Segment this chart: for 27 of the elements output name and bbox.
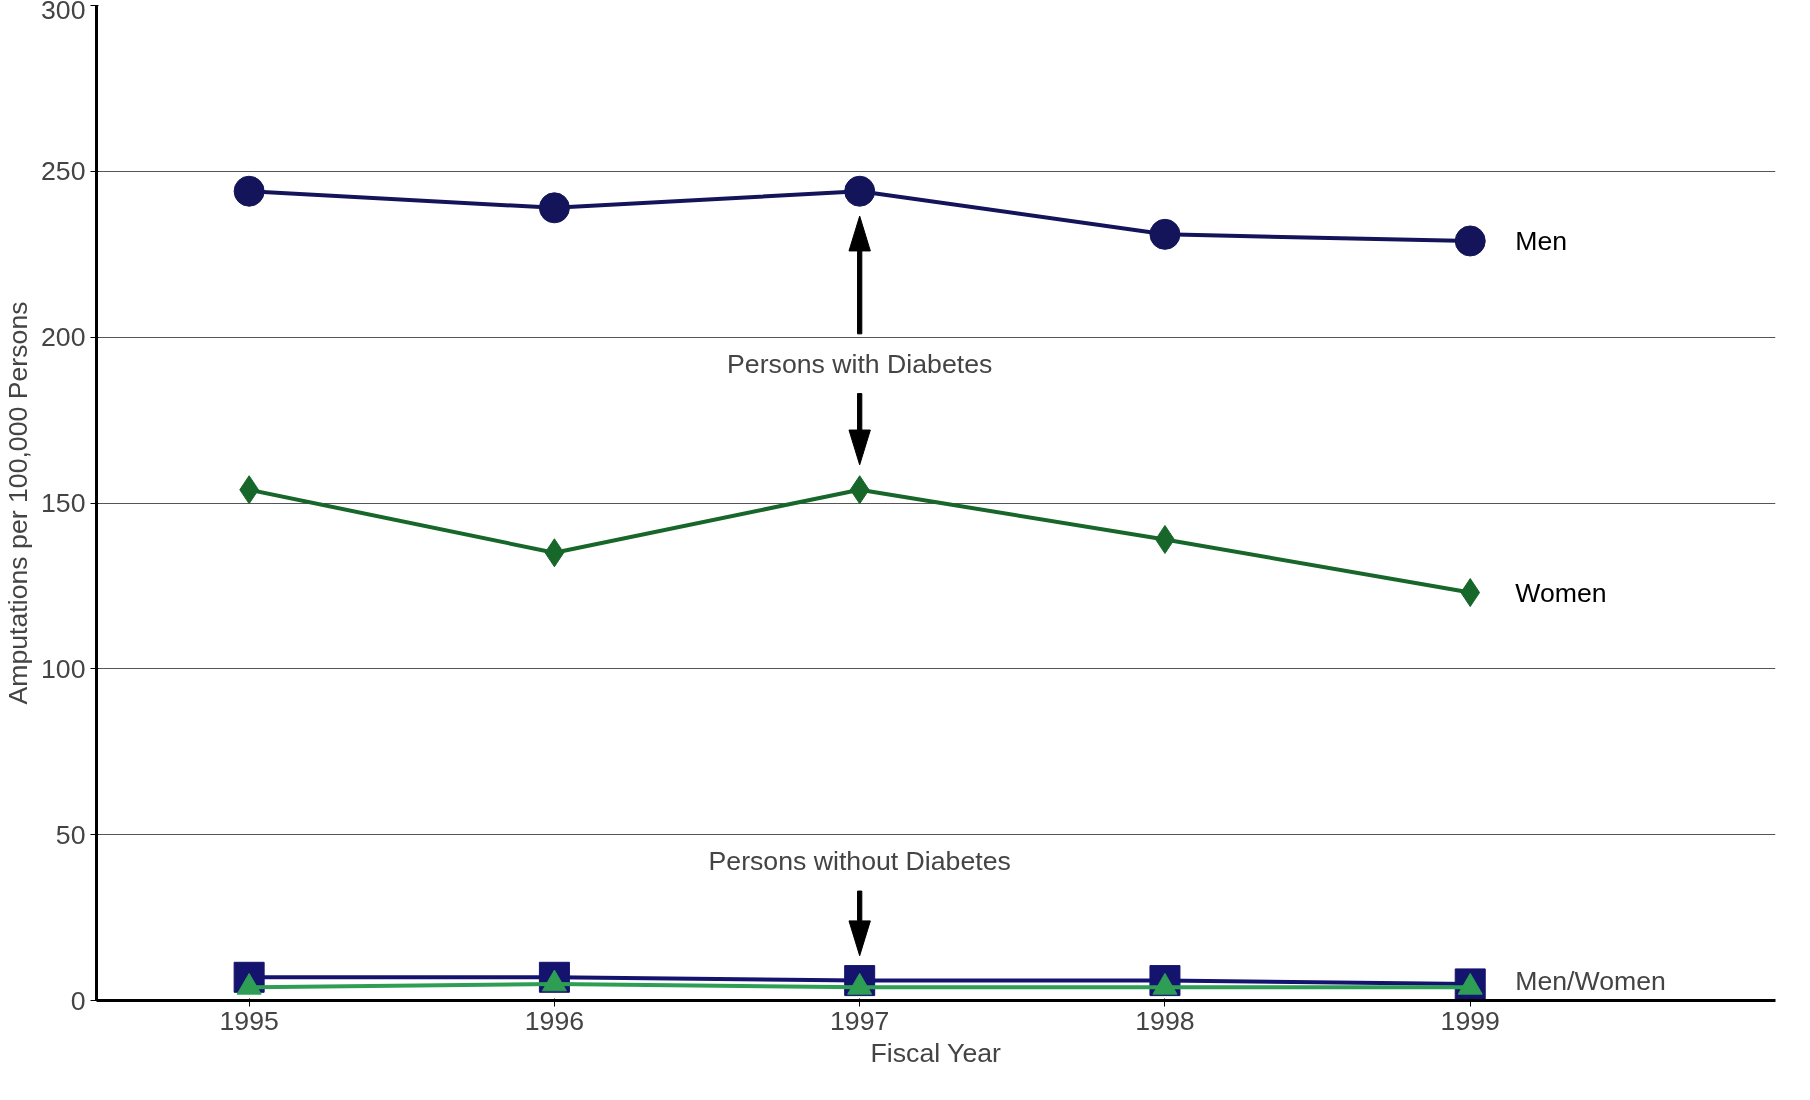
- y-tick-label: 50: [55, 819, 86, 850]
- series-label: Men: [1515, 225, 1568, 256]
- y-tick-label: 100: [41, 653, 86, 684]
- y-tick-label: 150: [41, 488, 86, 518]
- y-tick-label: 0: [70, 985, 86, 1016]
- x-tick-label: 1998: [1135, 1005, 1195, 1036]
- point: [844, 175, 876, 207]
- point: [233, 175, 265, 207]
- y-tick-label: 300: [41, 0, 86, 25]
- x-tick-label: 1995: [219, 1005, 279, 1036]
- x-tick-label: 1997: [830, 1005, 890, 1036]
- y-tick-label: 250: [41, 156, 86, 187]
- point: [1454, 225, 1486, 257]
- series-label: Women: [1515, 577, 1607, 608]
- point: [544, 538, 565, 568]
- annotation: Persons without Diabetes: [708, 846, 1011, 877]
- x-axis-title: Fiscal Year: [870, 1037, 1002, 1068]
- x-tick-label: 1996: [524, 1005, 585, 1036]
- point: [849, 475, 870, 505]
- annotation: Men/Women: [1515, 965, 1666, 996]
- point: [538, 192, 570, 224]
- y-axis-title: Amputations per 100,000 Persons: [3, 301, 34, 705]
- point: [1460, 578, 1481, 608]
- x-tick-label: 1999: [1440, 1005, 1500, 1036]
- y-tick-label: 200: [41, 322, 86, 353]
- annotation: Persons with Diabetes: [727, 348, 993, 379]
- point: [1149, 218, 1181, 250]
